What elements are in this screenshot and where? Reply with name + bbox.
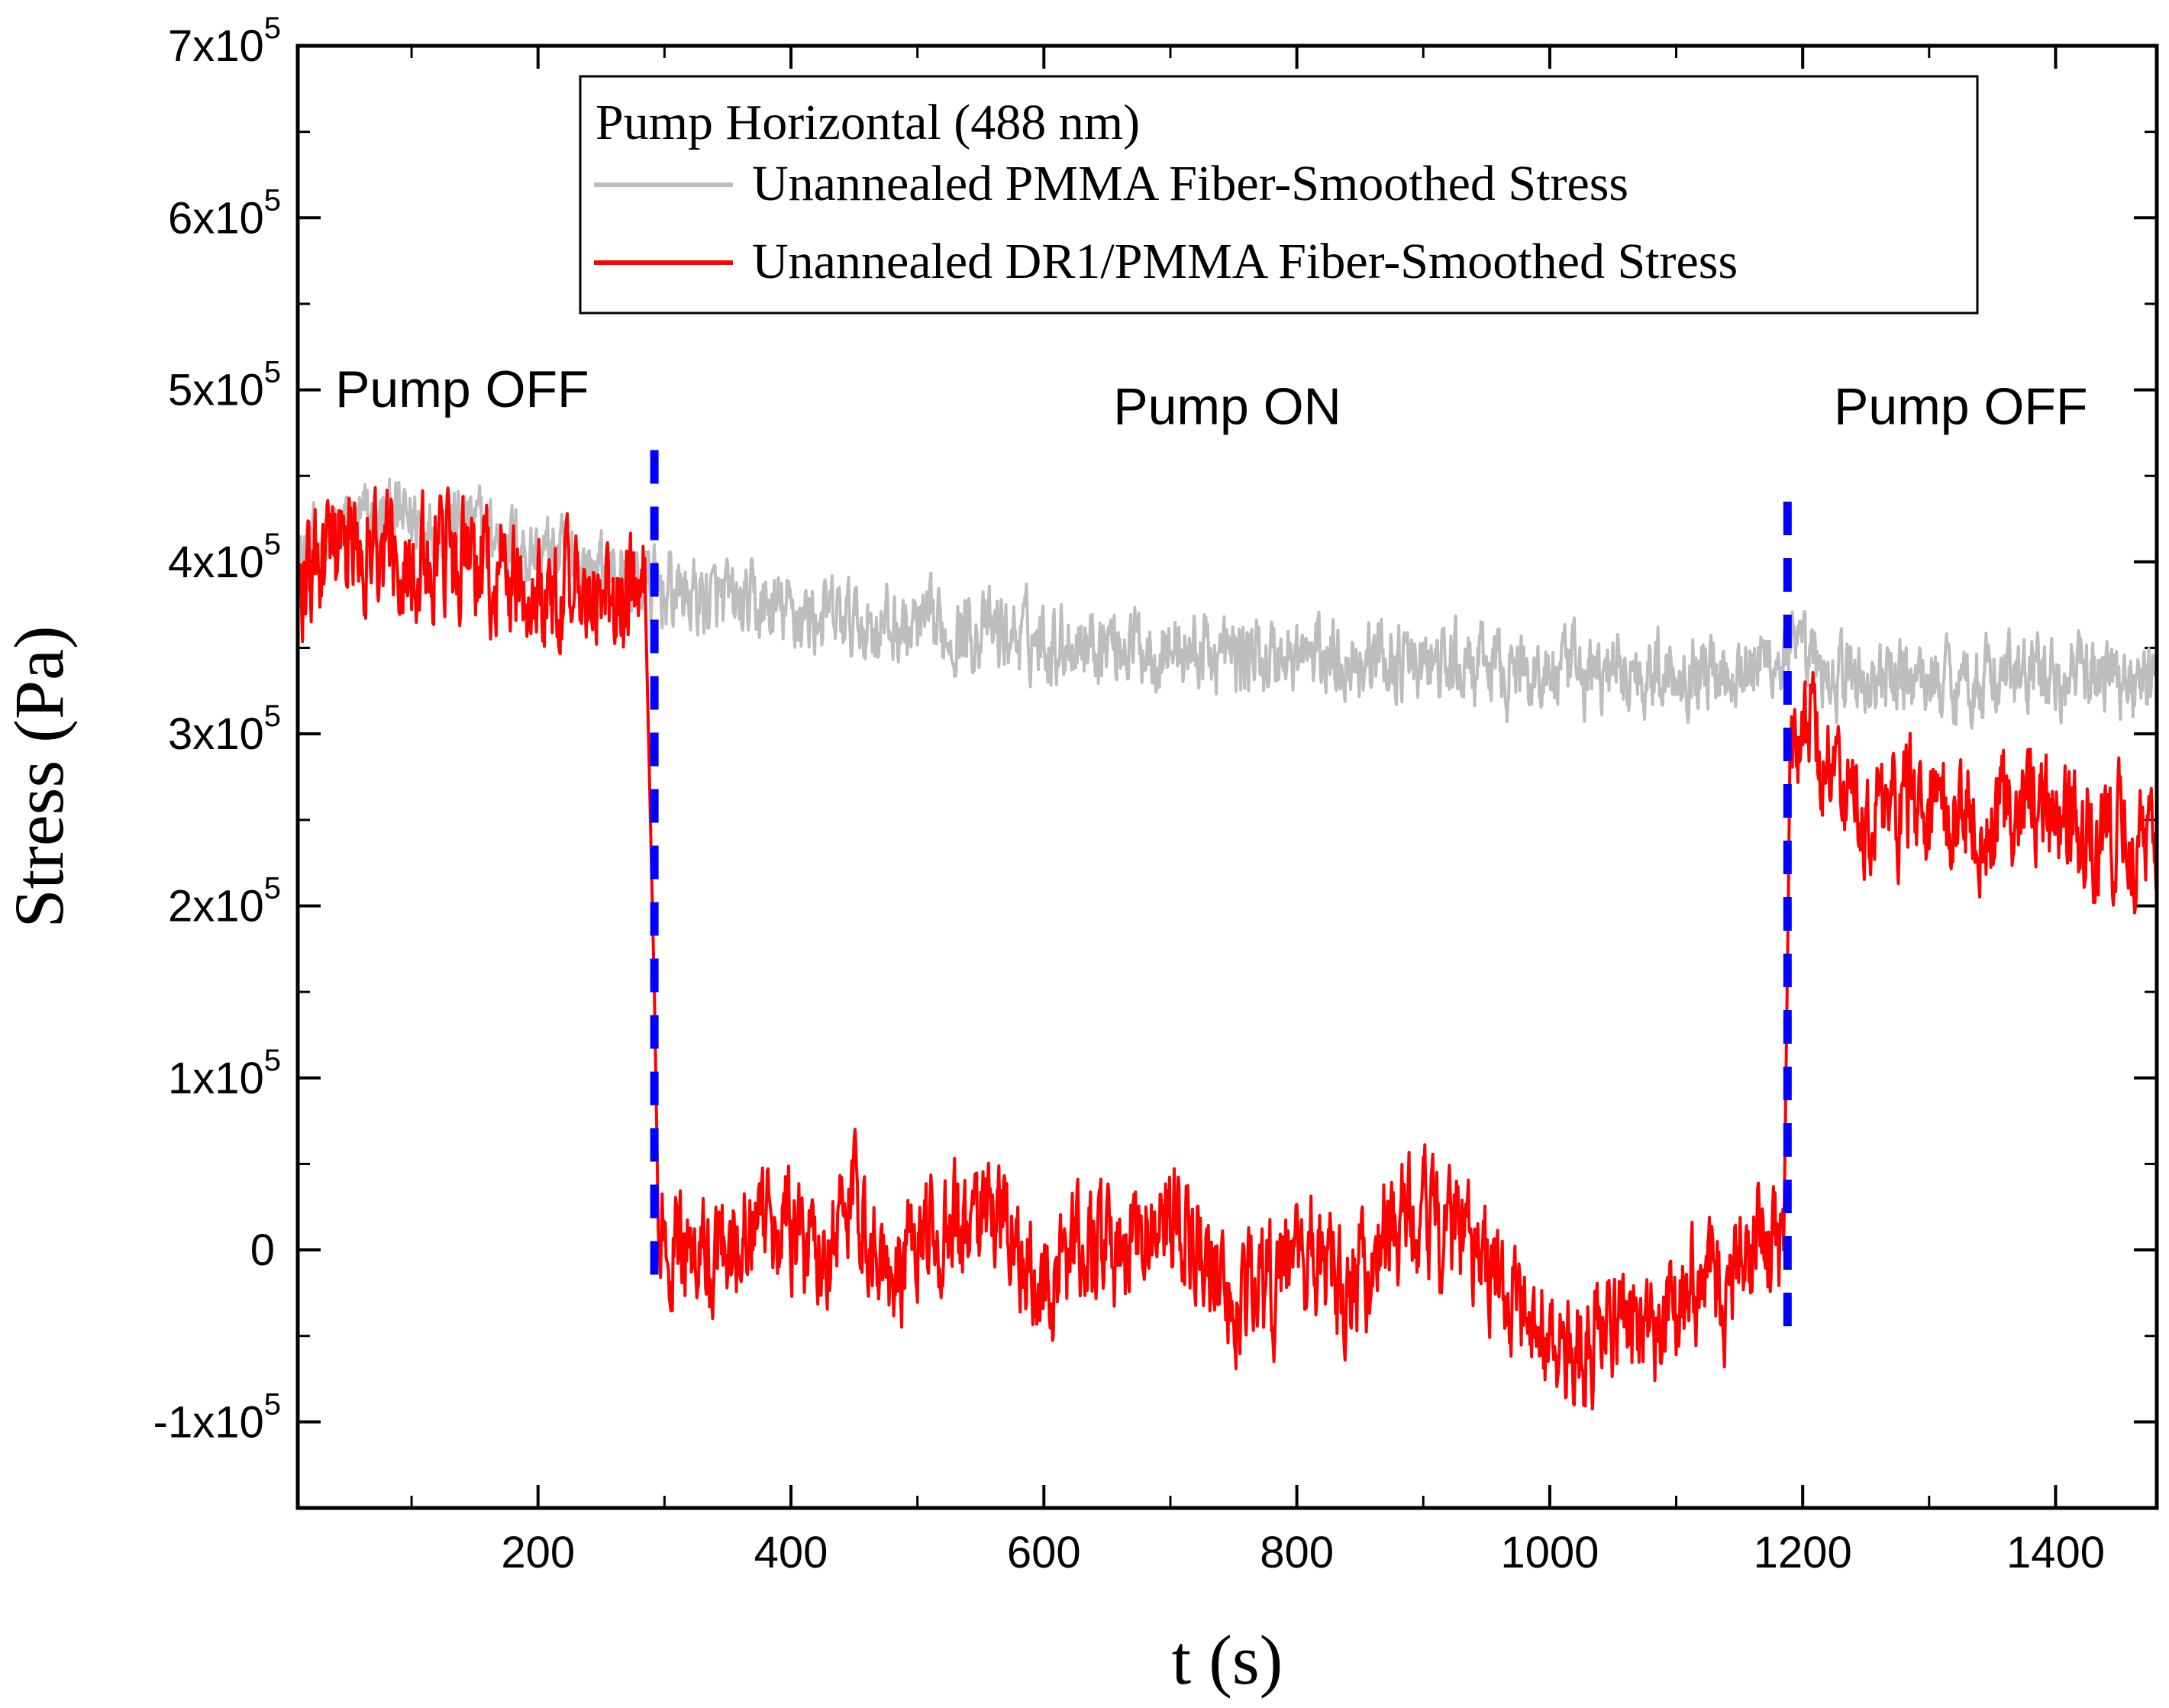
legend-entry-dr1-pmma: Unannealed DR1/PMMA Fiber-Smoothed Stres…: [752, 234, 1738, 289]
x-tick-label: 600: [1007, 1528, 1081, 1577]
y-tick-label: 2x105: [168, 871, 281, 931]
plot-frame: [295, 44, 2159, 1510]
x-tick-label: 1400: [2006, 1528, 2105, 1577]
y-tick-label: -1x105: [153, 1387, 281, 1447]
y-tick-label: 0: [250, 1225, 275, 1275]
x-axis-title: t (s): [1172, 1621, 1283, 1699]
legend-title: Pump Horizontal (488 nm): [596, 95, 1140, 150]
y-axis-title: Stress (Pa): [0, 625, 78, 928]
y-tick-label: 7x105: [168, 11, 281, 71]
x-tick-label: 800: [1260, 1528, 1334, 1577]
legend-entry-pmma: Unannealed PMMA Fiber-Smoothed Stress: [752, 156, 1628, 211]
vline-layer: [650, 450, 1792, 1328]
x-tick-label: 400: [754, 1528, 828, 1577]
y-tick-label: 6x105: [168, 183, 281, 243]
annotation-pump-off-end: Pump OFF: [1834, 378, 2088, 436]
y-tick-label: 1x105: [168, 1044, 281, 1103]
tick-layer: [298, 44, 2157, 1509]
legend-box: [579, 75, 1979, 315]
annotation-pump-on: Pump ON: [1113, 378, 1341, 436]
series-line-dr1-pmma: [296, 486, 2158, 1411]
y-tick-label: 4x105: [168, 528, 281, 587]
series-layer: [296, 477, 2158, 1411]
x-tick-label: 1000: [1500, 1528, 1599, 1577]
y-tick-label: 3x105: [168, 699, 281, 759]
x-tick-label: 1200: [1754, 1528, 1852, 1577]
legend: Pump Horizontal (488 nm) Unannealed PMMA…: [579, 75, 1979, 315]
y-tick-label: 5x105: [168, 356, 281, 415]
annotation-pump-off-start: Pump OFF: [335, 360, 589, 418]
label-layer: 200 400 600 800 1000 1200 1400 -1x105 0 1x105 2x10…: [153, 11, 2105, 1577]
x-tick-label: 200: [501, 1528, 575, 1577]
